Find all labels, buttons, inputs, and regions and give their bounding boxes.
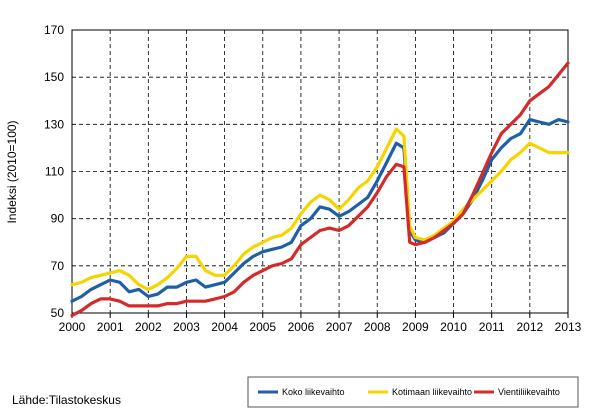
legend-label-1: Kotimaan liikevaihto <box>392 387 472 397</box>
x-tick-label: 2012 <box>516 320 543 334</box>
series-line-1 <box>70 127 570 291</box>
y-tick-label: 170 <box>44 23 64 37</box>
series-line-2 <box>70 61 570 317</box>
legend-label-2: Vientiliikevaihto <box>498 387 560 397</box>
x-tick-label: 2008 <box>364 320 391 334</box>
y-axis-title: Indeksi (2010=100) <box>5 120 19 223</box>
plot-frame <box>71 29 569 314</box>
y-tick-label: 150 <box>44 70 64 84</box>
tick-labels: 50 70 90 110 130 150 170 2000 2001 2002 2003 2004 20… <box>44 23 582 334</box>
grid <box>72 29 568 313</box>
x-tick-label: 2007 <box>326 320 353 334</box>
source-note: Lähde:Tilastokeskus <box>12 393 121 407</box>
x-tick-label: 2006 <box>288 320 315 334</box>
axes <box>71 29 569 318</box>
series-lines <box>70 61 570 317</box>
x-tick-label: 2003 <box>173 320 200 334</box>
x-tick-label: 2005 <box>249 320 276 334</box>
x-tick-label: 2013 <box>555 320 582 334</box>
y-tick-label: 50 <box>51 306 65 320</box>
x-tick-label: 2004 <box>211 320 238 334</box>
legend: Koko liikevaihto Kotimaan liikevaihto Vien… <box>247 376 579 408</box>
legend-label-0: Koko liikevaihto <box>282 387 345 397</box>
x-tick-label: 2010 <box>440 320 467 334</box>
x-tick-label: 2000 <box>59 320 86 334</box>
y-tick-label: 90 <box>51 212 65 226</box>
x-tick-label: 2002 <box>135 320 162 334</box>
y-tick-label: 130 <box>44 117 64 131</box>
x-tick-label: 2011 <box>479 320 505 334</box>
x-tick-label: 2001 <box>97 320 124 334</box>
x-tick-label: 2009 <box>402 320 429 334</box>
series-line-0 <box>70 118 570 303</box>
y-tick-label: 70 <box>51 259 65 273</box>
legend-box <box>247 376 579 408</box>
y-tick-label: 110 <box>45 165 64 179</box>
